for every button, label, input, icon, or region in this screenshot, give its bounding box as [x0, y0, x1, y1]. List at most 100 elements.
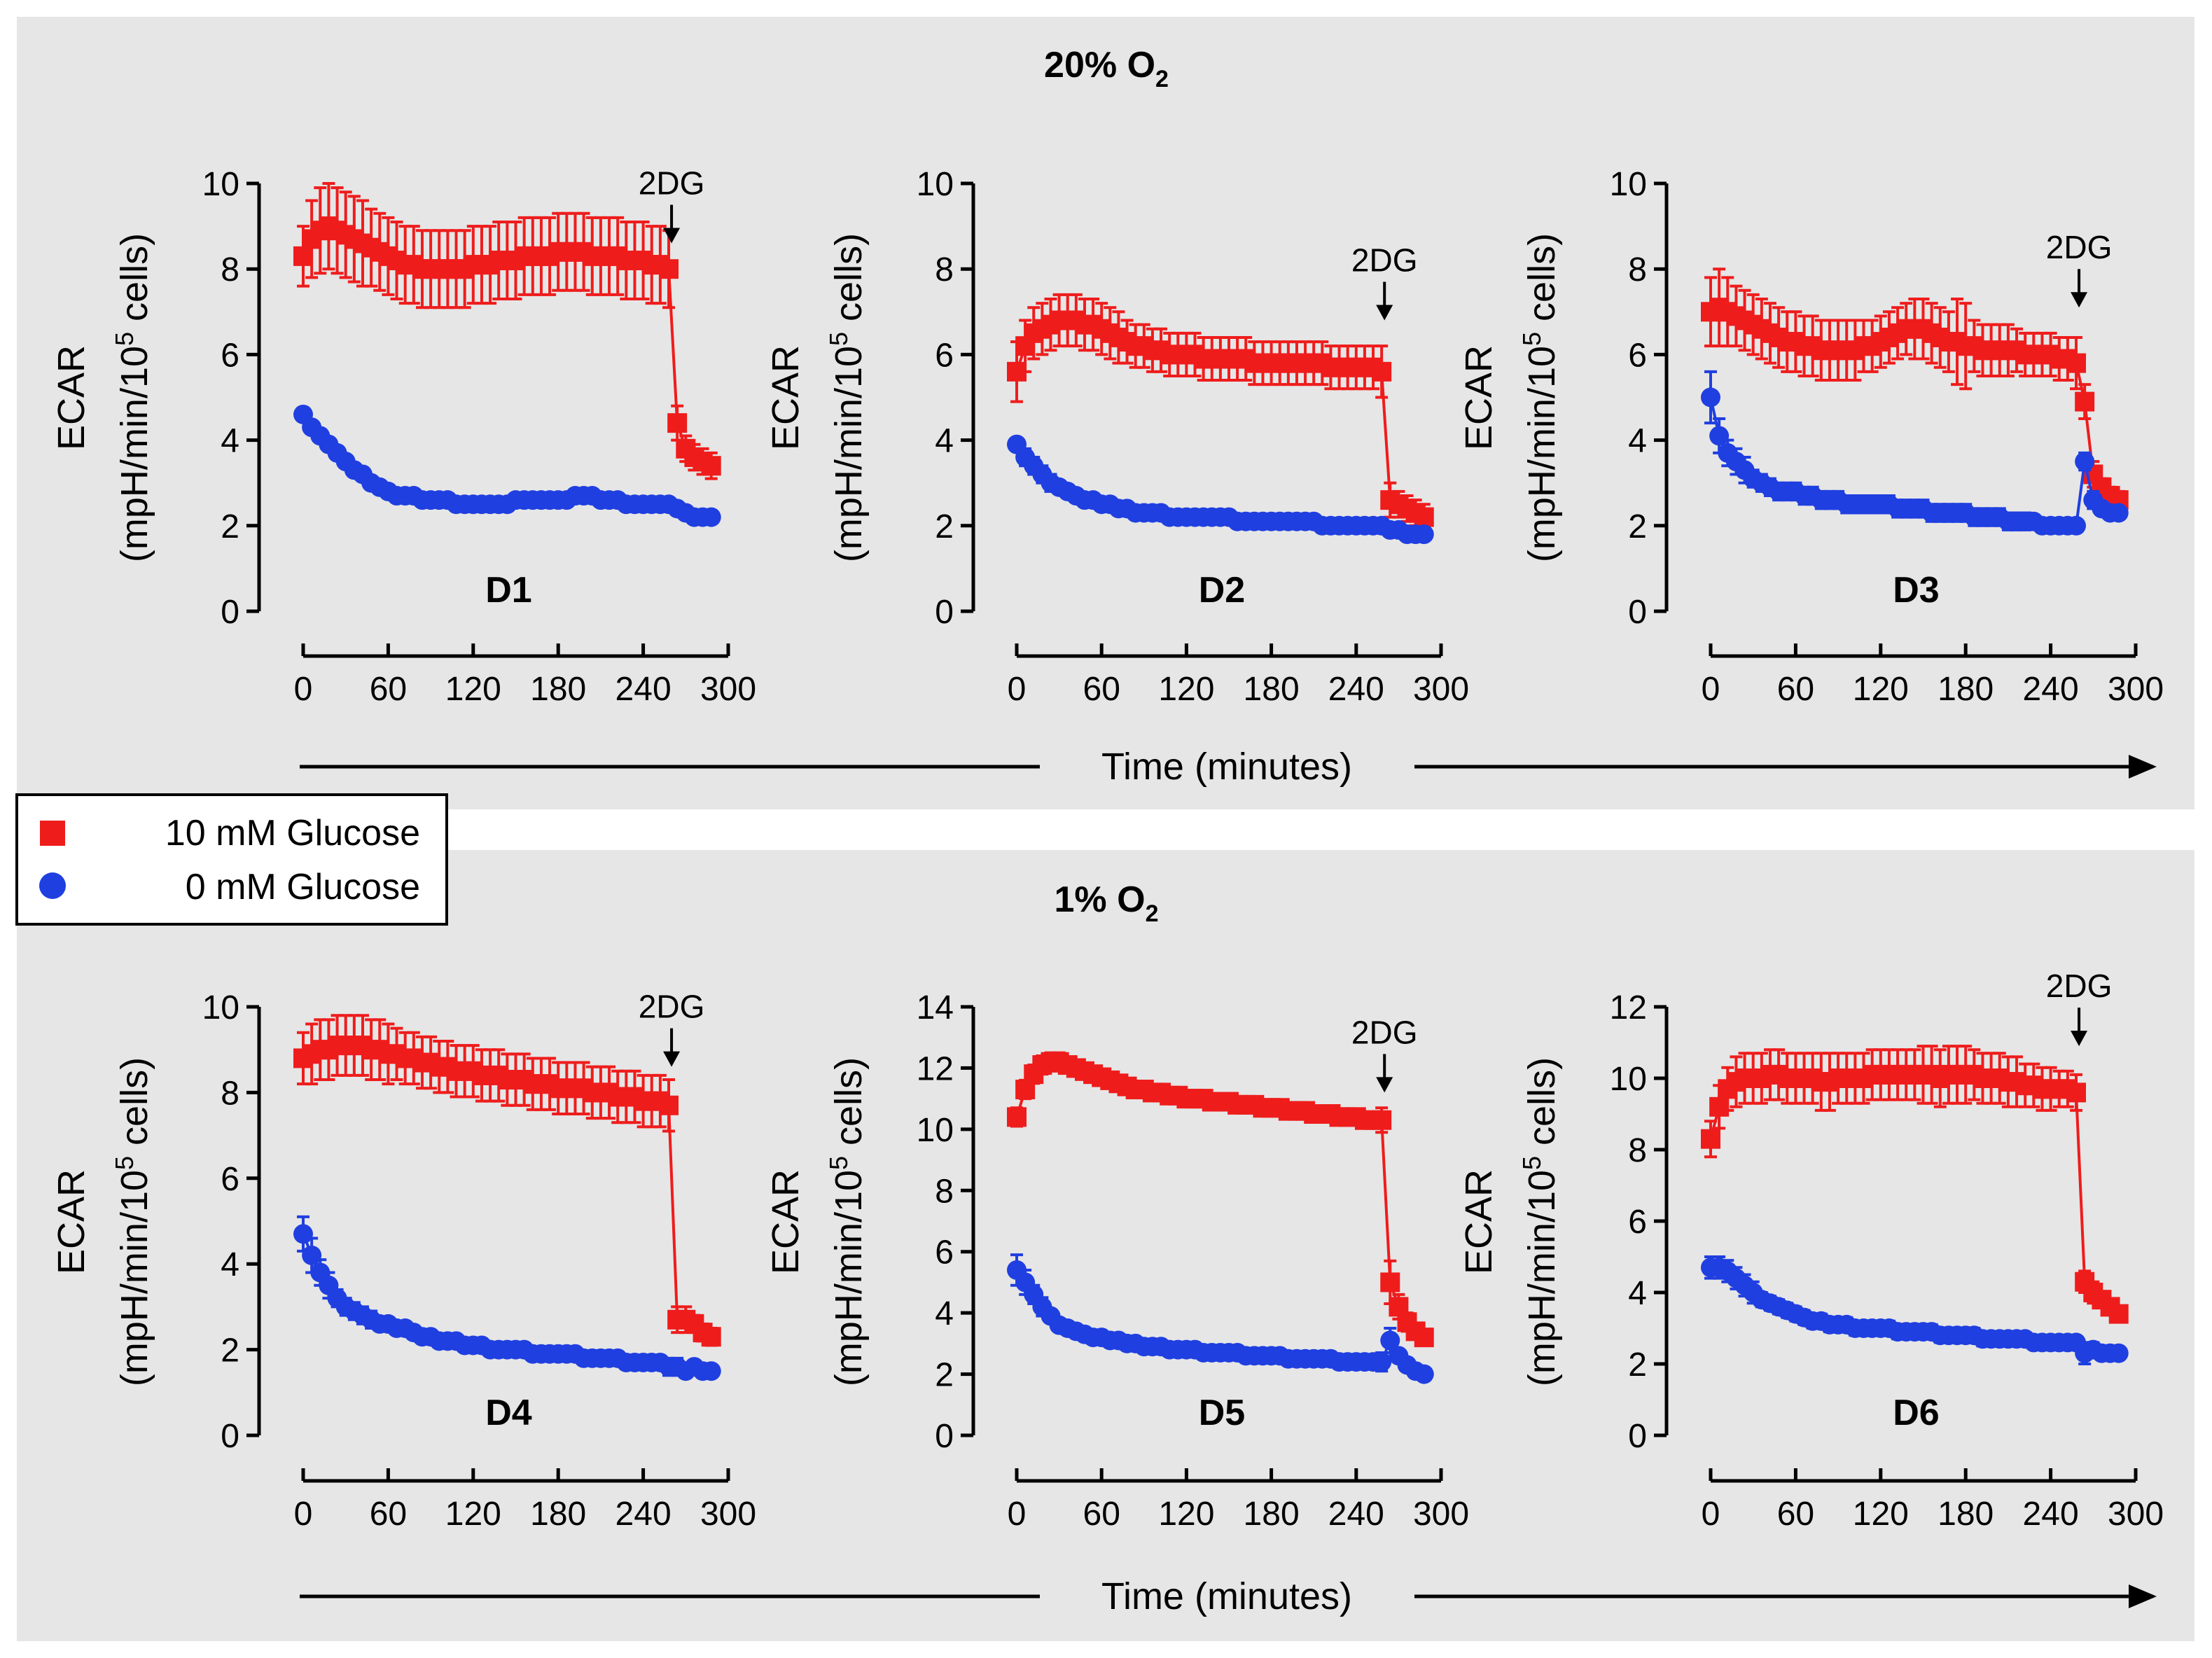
d4-y-tick-label: 0 — [221, 1418, 239, 1455]
d3-x-tick-label: 60 — [1777, 671, 1814, 708]
d5-red-point — [1372, 1110, 1392, 1130]
d3-x-tick-label: 240 — [2023, 671, 2079, 708]
d3-x-tick-label: 180 — [1938, 671, 1994, 708]
d1-x-tick-label: 300 — [700, 671, 756, 708]
d5-y-axis-label-units: (mpH/min/105 cells) — [824, 1057, 870, 1386]
d5-x-tick-label: 60 — [1083, 1496, 1120, 1533]
legend-circle-marker — [39, 872, 66, 899]
d2-title: D2 — [1199, 570, 1245, 611]
chart-d3: 0 2 4 6 8 10 0 60 120 180 240 300 ECAR (mpH/min/105 c… — [1458, 166, 2164, 708]
d6-title: D6 — [1893, 1393, 1939, 1433]
d2-y-tick-label: 6 — [935, 337, 954, 374]
d1-y-tick-label: 0 — [221, 594, 239, 631]
d2-y-axis-label-units-tail: cells) — [828, 233, 870, 332]
top-panel-title: 20% O2 — [1044, 45, 1169, 92]
d3-red-point — [2075, 391, 2095, 412]
d2-y-tick-label: 2 — [935, 508, 954, 545]
d3-blue-point — [2066, 515, 2087, 536]
d1-red-point — [659, 259, 679, 279]
chart-d4: 0 2 4 6 8 10 0 60 120 180 240 300 ECAR (mpH/min/105 c… — [50, 989, 756, 1533]
d5-blue-point — [1372, 1352, 1392, 1372]
d4-2dg-label: 2DG — [639, 989, 705, 1025]
d2-y-tick-label: 10 — [917, 166, 954, 203]
d4-x-tick-label: 240 — [615, 1496, 672, 1533]
d3-y-tick-label: 4 — [1628, 423, 1647, 460]
d1-y-axis-label-superscript: 5 — [110, 332, 139, 346]
d5-x-tick-label: 120 — [1158, 1496, 1214, 1533]
d5-y-axis-label-main: ECAR — [765, 1169, 807, 1274]
d4-y-axis-label-superscript: 5 — [110, 1156, 139, 1170]
d6-x-tick-label: 180 — [1938, 1496, 1994, 1533]
d5-y-axis-label-superscript: 5 — [824, 1156, 853, 1170]
bottom-time-axis-label: Time (minutes) — [300, 1575, 2157, 1617]
bottom-time-arrowhead — [2129, 1584, 2157, 1608]
d4-2dg-arrow-head — [663, 1051, 681, 1067]
d3-y-axis-label-units: (mpH/min/105 cells) — [1517, 233, 1563, 562]
d6-y-axis-label-units-text: (mpH/min/10 — [1521, 1170, 1563, 1386]
bottom-panel-background — [17, 850, 2194, 1641]
d6-y-tick-label: 8 — [1628, 1132, 1647, 1169]
d4-blue-point — [701, 1361, 721, 1381]
d4-series-blue — [293, 1215, 721, 1381]
d1-x-tick-label: 60 — [370, 671, 407, 708]
legend: 10 mM Glucose 0 mM Glucose — [15, 793, 448, 926]
d2-y-axis-label-superscript: 5 — [824, 332, 853, 346]
d2-x-tick-label: 180 — [1244, 671, 1300, 708]
d2-red-point — [1007, 361, 1027, 382]
d3-title: D3 — [1893, 570, 1939, 611]
d6-red-point — [1701, 1129, 1720, 1149]
d5-red-point — [1007, 1107, 1027, 1127]
d5-series-red — [1007, 1051, 1434, 1348]
d1-red-point — [293, 246, 313, 266]
d3-y-tick-label: 6 — [1628, 337, 1647, 374]
d4-y-axis-label-units-tail: cells) — [113, 1057, 155, 1156]
d3-y-axis-label-units-tail: cells) — [1521, 233, 1563, 332]
d5-y-tick-label: 12 — [917, 1050, 954, 1087]
d2-series-red — [1007, 293, 1434, 531]
d2-x-tick-label: 0 — [1008, 671, 1027, 708]
d4-series-red — [293, 1014, 721, 1347]
d3-x-tick-label: 0 — [1702, 671, 1720, 708]
d5-2dg-label: 2DG — [1351, 1014, 1418, 1050]
d5-series-blue — [1007, 1253, 1434, 1384]
d3-red-point — [2066, 353, 2087, 373]
d6-y-tick-label: 10 — [1610, 1061, 1647, 1098]
d1-y-axis-label-units: (mpH/min/105 cells) — [110, 233, 155, 562]
d1-series-red — [293, 182, 721, 480]
d3-y-tick-label: 8 — [1628, 251, 1647, 288]
d5-y-tick-label: 6 — [935, 1234, 954, 1272]
d4-y-tick-label: 8 — [221, 1075, 239, 1112]
d4-y-tick-label: 6 — [221, 1161, 239, 1198]
d5-blue-point — [1380, 1330, 1400, 1351]
d2-x-tick-label: 120 — [1158, 671, 1214, 708]
chart-d5: 0 2 4 6 8 10 12 14 0 60 120 180 240 300 ECAR (mpH/min/1… — [765, 989, 1469, 1533]
d4-x-tick-label: 300 — [700, 1496, 756, 1533]
chart-d1: 0 2 4 6 8 10 0 60 120 180 240 300 ECAR (mpH/min/105 c… — [50, 165, 756, 708]
d5-x-tick-label: 0 — [1008, 1496, 1027, 1533]
d1-x-tick-label: 240 — [615, 671, 672, 708]
d2-y-axis-label-main: ECAR — [765, 345, 807, 450]
d4-blue-point — [293, 1224, 313, 1244]
d3-2dg-label: 2DG — [2046, 229, 2113, 265]
d6-y-axis-label-units-tail: cells) — [1521, 1057, 1563, 1156]
d5-y-tick-label: 4 — [935, 1295, 954, 1332]
d4-x-tick-label: 60 — [370, 1496, 407, 1533]
d2-x-tick-label: 240 — [1328, 671, 1384, 708]
d5-y-tick-label: 10 — [917, 1112, 954, 1149]
d6-x-tick-label: 60 — [1777, 1496, 1814, 1533]
d3-y-tick-label: 2 — [1628, 508, 1647, 545]
top-panel-title-subscript: 2 — [1155, 66, 1169, 92]
d4-y-axis-label-main: ECAR — [50, 1169, 92, 1274]
d6-red-point — [2066, 1082, 2087, 1103]
d5-x-tick-label: 300 — [1413, 1496, 1469, 1533]
d3-y-tick-label: 0 — [1628, 594, 1647, 631]
d5-x-tick-label: 180 — [1244, 1496, 1300, 1533]
d3-y-axis-label-units-text: (mpH/min/10 — [1521, 346, 1563, 562]
d4-y-tick-label: 2 — [221, 1332, 239, 1370]
legend-box — [15, 793, 448, 926]
d2-x-tick-label: 60 — [1083, 671, 1120, 708]
d1-blue-point — [701, 507, 721, 527]
d6-y-tick-label: 2 — [1628, 1346, 1647, 1384]
d2-series-blue — [1007, 434, 1434, 545]
